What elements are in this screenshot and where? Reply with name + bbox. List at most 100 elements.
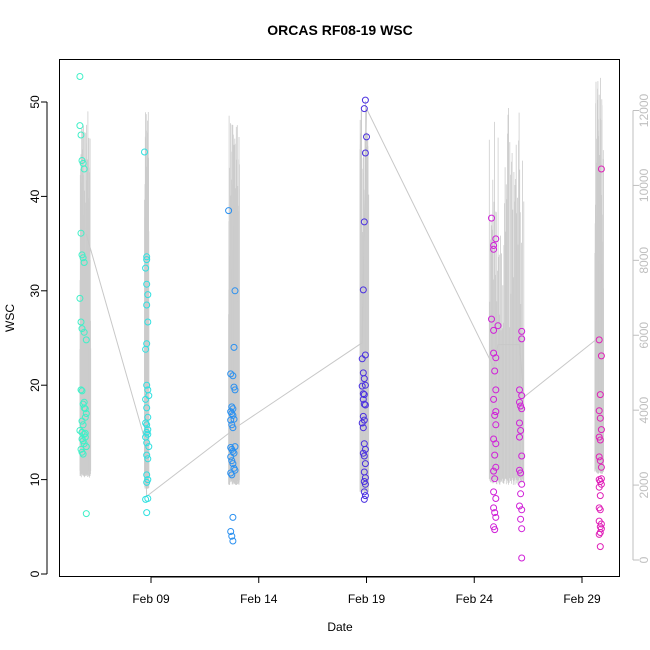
data-point [143,404,151,412]
data-point [80,259,88,266]
data-point [596,543,604,551]
data-point [82,443,90,451]
data-point [145,443,153,451]
series-RF13 [358,96,370,503]
data-point [518,452,526,460]
data-point [229,460,237,468]
data-point [491,526,499,534]
data-point [143,439,151,447]
data-point [144,318,152,326]
data-point [516,502,523,510]
series-RF09 [141,148,153,517]
data-point [517,515,525,523]
data-point [77,229,85,237]
x-axis: Feb 09 Feb 14 Feb 19 Feb 24 Feb 29 [132,576,601,606]
data-point [595,336,603,344]
data-point [144,291,152,299]
data-point [492,408,500,416]
data-point [596,457,604,465]
data-point [230,343,238,351]
data-point [492,354,500,362]
data-point [518,525,526,533]
x-tick-label: Feb 09 [132,592,170,606]
data-point [596,436,604,444]
data-point [516,419,523,427]
x-tick-label: Feb 24 [456,592,494,606]
data-point [360,391,368,399]
data-point [597,463,605,471]
data-point [229,513,237,521]
data-point [227,528,235,535]
data-point [79,421,87,429]
data-point [361,492,369,500]
data-point [225,207,233,215]
data-point [360,218,368,226]
data-point [491,451,499,459]
data-point [518,327,526,335]
data-point [492,440,500,448]
data-point [77,131,85,139]
data-point [492,421,500,429]
data-point [82,336,90,344]
data-point [361,96,369,104]
data-point [490,488,498,496]
data-point [492,235,500,243]
data-point [359,286,367,294]
data-point [492,386,500,394]
data-point [363,133,370,141]
data-point [228,471,236,479]
y-tick-label: 0 [28,570,42,577]
data-point [491,509,499,517]
data-point [490,395,498,403]
data-point [142,264,150,272]
data-point [79,400,87,408]
x-tick-label: Feb 19 [348,592,386,606]
y2-tick-label: 10000 [637,168,650,202]
data-point [596,391,604,399]
data-point [490,245,498,253]
data-point [595,483,603,491]
data-point [77,386,85,394]
data-point [231,287,239,295]
y-axis: 0 10 20 30 40 50 [28,95,48,577]
data-point [227,370,235,378]
data-point [597,475,605,483]
series-RF08 [76,73,90,518]
data-point [229,424,237,432]
series-RF10 [225,207,239,545]
data-point [491,411,499,419]
series-RF17-19 [595,165,605,551]
data-point [360,375,368,383]
data-point [518,554,526,562]
data-point [596,492,604,500]
data-point [360,488,368,496]
y-tick-label: 10 [28,473,42,487]
data-point [361,480,369,488]
data-point [142,419,150,427]
flight-track-RF17-19 [594,77,604,474]
data-point [361,381,369,389]
data-point [491,475,499,483]
data-point [595,530,603,538]
data-point [358,419,366,427]
data-point [490,467,498,475]
data-point [80,328,88,336]
data-point [596,414,604,422]
data-point [142,495,150,503]
data-point [229,372,237,380]
data-point [231,386,239,394]
data-point [361,401,369,409]
data-point [518,335,526,343]
data-point [492,513,500,521]
data-point [360,495,368,503]
x-tick-label: Feb 14 [240,592,278,606]
data-point [595,453,603,461]
data-point [81,429,89,437]
data-point [80,404,88,412]
data-point [596,506,604,514]
y2-tick-label: 12000 [637,93,650,127]
data-point [143,280,151,288]
data-point [229,537,237,545]
data-point [488,214,495,222]
